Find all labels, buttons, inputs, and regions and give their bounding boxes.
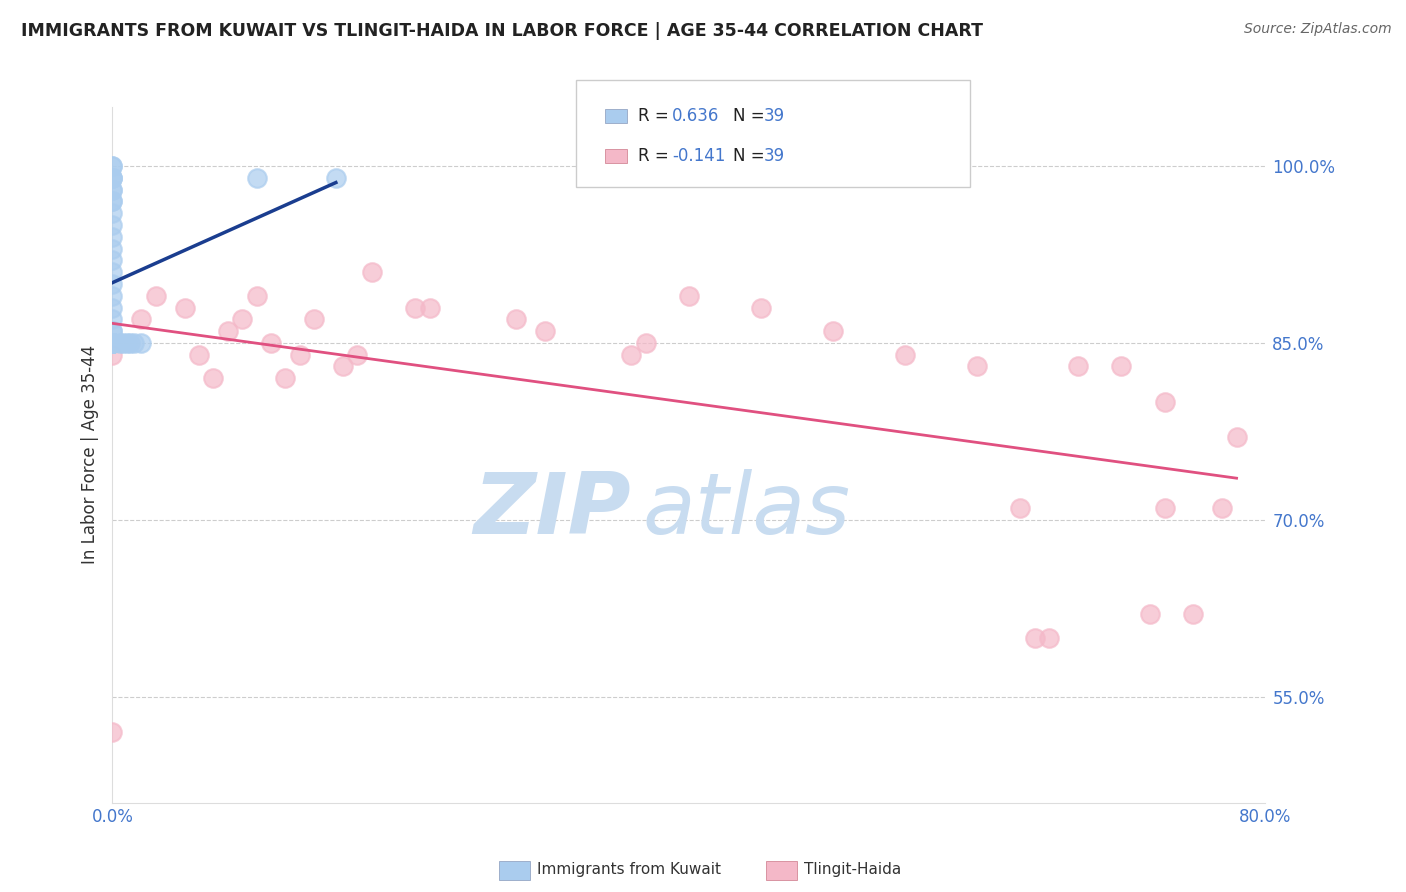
Point <box>1182 607 1205 621</box>
Point <box>101 159 124 173</box>
Point <box>115 335 138 350</box>
Point <box>1024 631 1046 645</box>
Point <box>325 170 347 185</box>
Point <box>101 301 124 315</box>
Text: Immigrants from Kuwait: Immigrants from Kuwait <box>537 863 721 877</box>
Point <box>129 335 153 350</box>
Point <box>101 335 124 350</box>
Point <box>245 170 267 185</box>
Point <box>404 301 426 315</box>
Point <box>101 348 124 362</box>
Point <box>101 335 124 350</box>
Point <box>101 218 124 232</box>
Point <box>1067 359 1090 374</box>
Point <box>129 312 153 326</box>
Point <box>894 348 917 362</box>
Point <box>108 335 131 350</box>
Point <box>101 183 124 197</box>
Text: R =: R = <box>638 107 675 125</box>
Point <box>288 348 311 362</box>
Point <box>533 324 555 338</box>
Point <box>101 183 124 197</box>
Point <box>620 348 643 362</box>
Point <box>101 265 124 279</box>
Point <box>821 324 844 338</box>
Text: -0.141: -0.141 <box>672 147 725 165</box>
Point <box>101 324 124 338</box>
Point <box>360 265 382 279</box>
Point <box>304 312 326 326</box>
Point <box>101 253 124 268</box>
Point <box>1139 607 1161 621</box>
Point <box>101 324 124 338</box>
Point <box>145 289 167 303</box>
Point <box>173 301 195 315</box>
Point <box>202 371 225 385</box>
Text: 0.636: 0.636 <box>672 107 720 125</box>
Point <box>101 335 124 350</box>
Point <box>101 335 124 350</box>
Point <box>332 359 354 374</box>
Point <box>346 348 368 362</box>
Point <box>101 312 124 326</box>
Point <box>122 335 145 350</box>
Point <box>1153 395 1175 409</box>
Point <box>419 301 441 315</box>
Point <box>101 335 124 350</box>
Point <box>101 335 124 350</box>
Point <box>101 159 124 173</box>
Text: 39: 39 <box>763 147 785 165</box>
Point <box>101 725 124 739</box>
Point <box>966 359 988 374</box>
Point <box>1111 359 1133 374</box>
Point <box>101 170 124 185</box>
Text: N =: N = <box>733 107 769 125</box>
Point <box>101 335 124 350</box>
Point <box>274 371 297 385</box>
Point <box>111 335 134 350</box>
Point <box>101 170 124 185</box>
Point <box>505 312 527 326</box>
Text: R =: R = <box>638 147 675 165</box>
Point <box>118 335 141 350</box>
Point <box>101 229 124 244</box>
Point <box>101 194 124 209</box>
Text: atlas: atlas <box>643 469 851 552</box>
Point <box>1226 430 1249 444</box>
Point <box>1153 500 1175 515</box>
Point <box>101 335 124 350</box>
Point <box>101 242 124 256</box>
Point <box>101 206 124 220</box>
Point <box>101 335 124 350</box>
Text: IMMIGRANTS FROM KUWAIT VS TLINGIT-HAIDA IN LABOR FORCE | AGE 35-44 CORRELATION C: IMMIGRANTS FROM KUWAIT VS TLINGIT-HAIDA … <box>21 22 983 40</box>
Point <box>678 289 700 303</box>
Point <box>245 289 267 303</box>
Point <box>634 335 657 350</box>
Text: ZIP: ZIP <box>474 469 631 552</box>
Text: Tlingit-Haida: Tlingit-Haida <box>804 863 901 877</box>
Point <box>101 277 124 291</box>
Point <box>231 312 253 326</box>
Text: 39: 39 <box>763 107 785 125</box>
Text: N =: N = <box>733 147 769 165</box>
Point <box>101 335 124 350</box>
Point <box>101 194 124 209</box>
Point <box>217 324 239 338</box>
Point <box>1038 631 1060 645</box>
Y-axis label: In Labor Force | Age 35-44: In Labor Force | Age 35-44 <box>80 345 98 565</box>
Point <box>1211 500 1233 515</box>
Point <box>749 301 772 315</box>
Point <box>1010 500 1032 515</box>
Text: Source: ZipAtlas.com: Source: ZipAtlas.com <box>1244 22 1392 37</box>
Point <box>188 348 211 362</box>
Point <box>101 289 124 303</box>
Point <box>101 170 124 185</box>
Point <box>260 335 283 350</box>
